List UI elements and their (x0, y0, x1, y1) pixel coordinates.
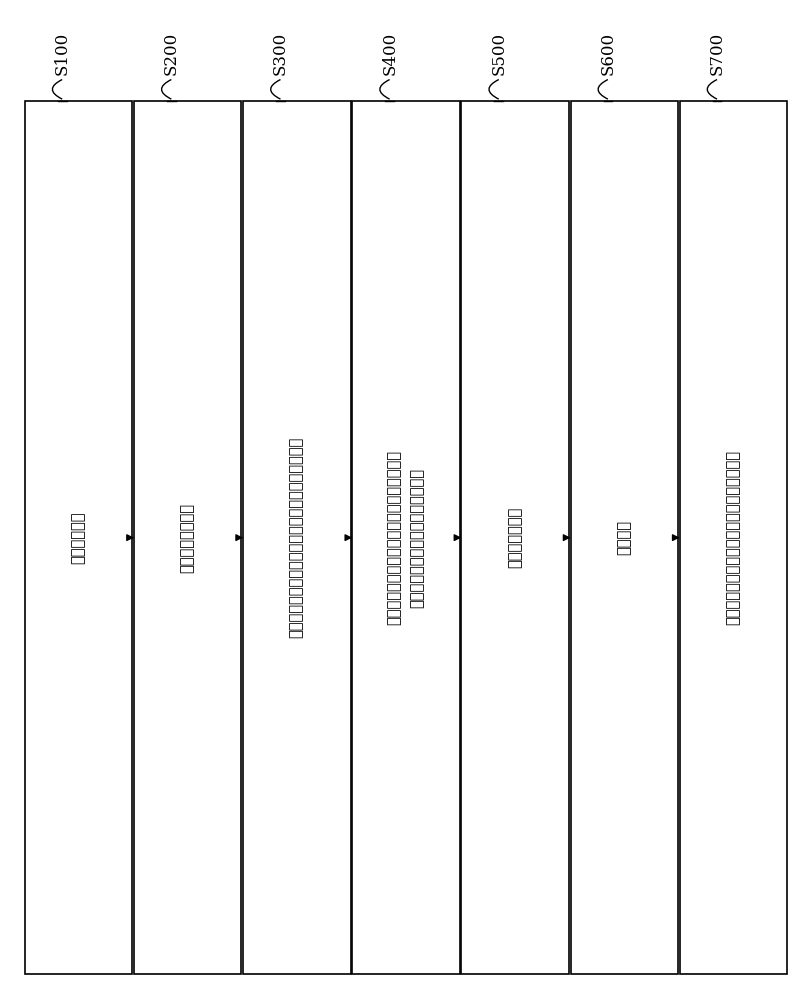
Bar (352, 101, 460, 974)
Text: 依照品質分級篩選結果分配每一晶圓級透鏡組
設置在同等級的每一影像感測晶片上: 依照品質分級篩選結果分配每一晶圓級透鏡組 設置在同等級的每一影像感測晶片上 (388, 450, 425, 625)
Text: 布植焊球: 布植焊球 (618, 521, 631, 555)
Text: 切割硅晶圓，以形成多個影像感測器模塊結構: 切割硅晶圓，以形成多個影像感測器模塊結構 (726, 450, 741, 625)
Text: 提供一透鏡組晶圓: 提供一透鏡組晶圓 (181, 503, 194, 573)
Text: 提供一硅晶圓: 提供一硅晶圓 (71, 512, 86, 564)
Text: 根據不同品質分級篩選影像感測晶片及晶圓級透鏡組: 根據不同品質分級篩選影像感測晶片及晶圓級透鏡組 (290, 437, 304, 639)
Text: S400: S400 (381, 32, 398, 75)
Bar (570, 101, 678, 974)
Text: S300: S300 (272, 32, 289, 75)
Text: S500: S500 (490, 32, 507, 75)
Bar (25, 101, 132, 974)
Text: S600: S600 (599, 32, 617, 75)
Bar (680, 101, 787, 974)
Bar (134, 101, 242, 974)
Text: S100: S100 (54, 32, 70, 75)
Text: S700: S700 (709, 32, 726, 75)
Text: 進行一封裝工藝: 進行一封裝工藝 (508, 507, 522, 568)
Bar (462, 101, 569, 974)
Bar (243, 101, 350, 974)
Text: S200: S200 (163, 32, 180, 75)
